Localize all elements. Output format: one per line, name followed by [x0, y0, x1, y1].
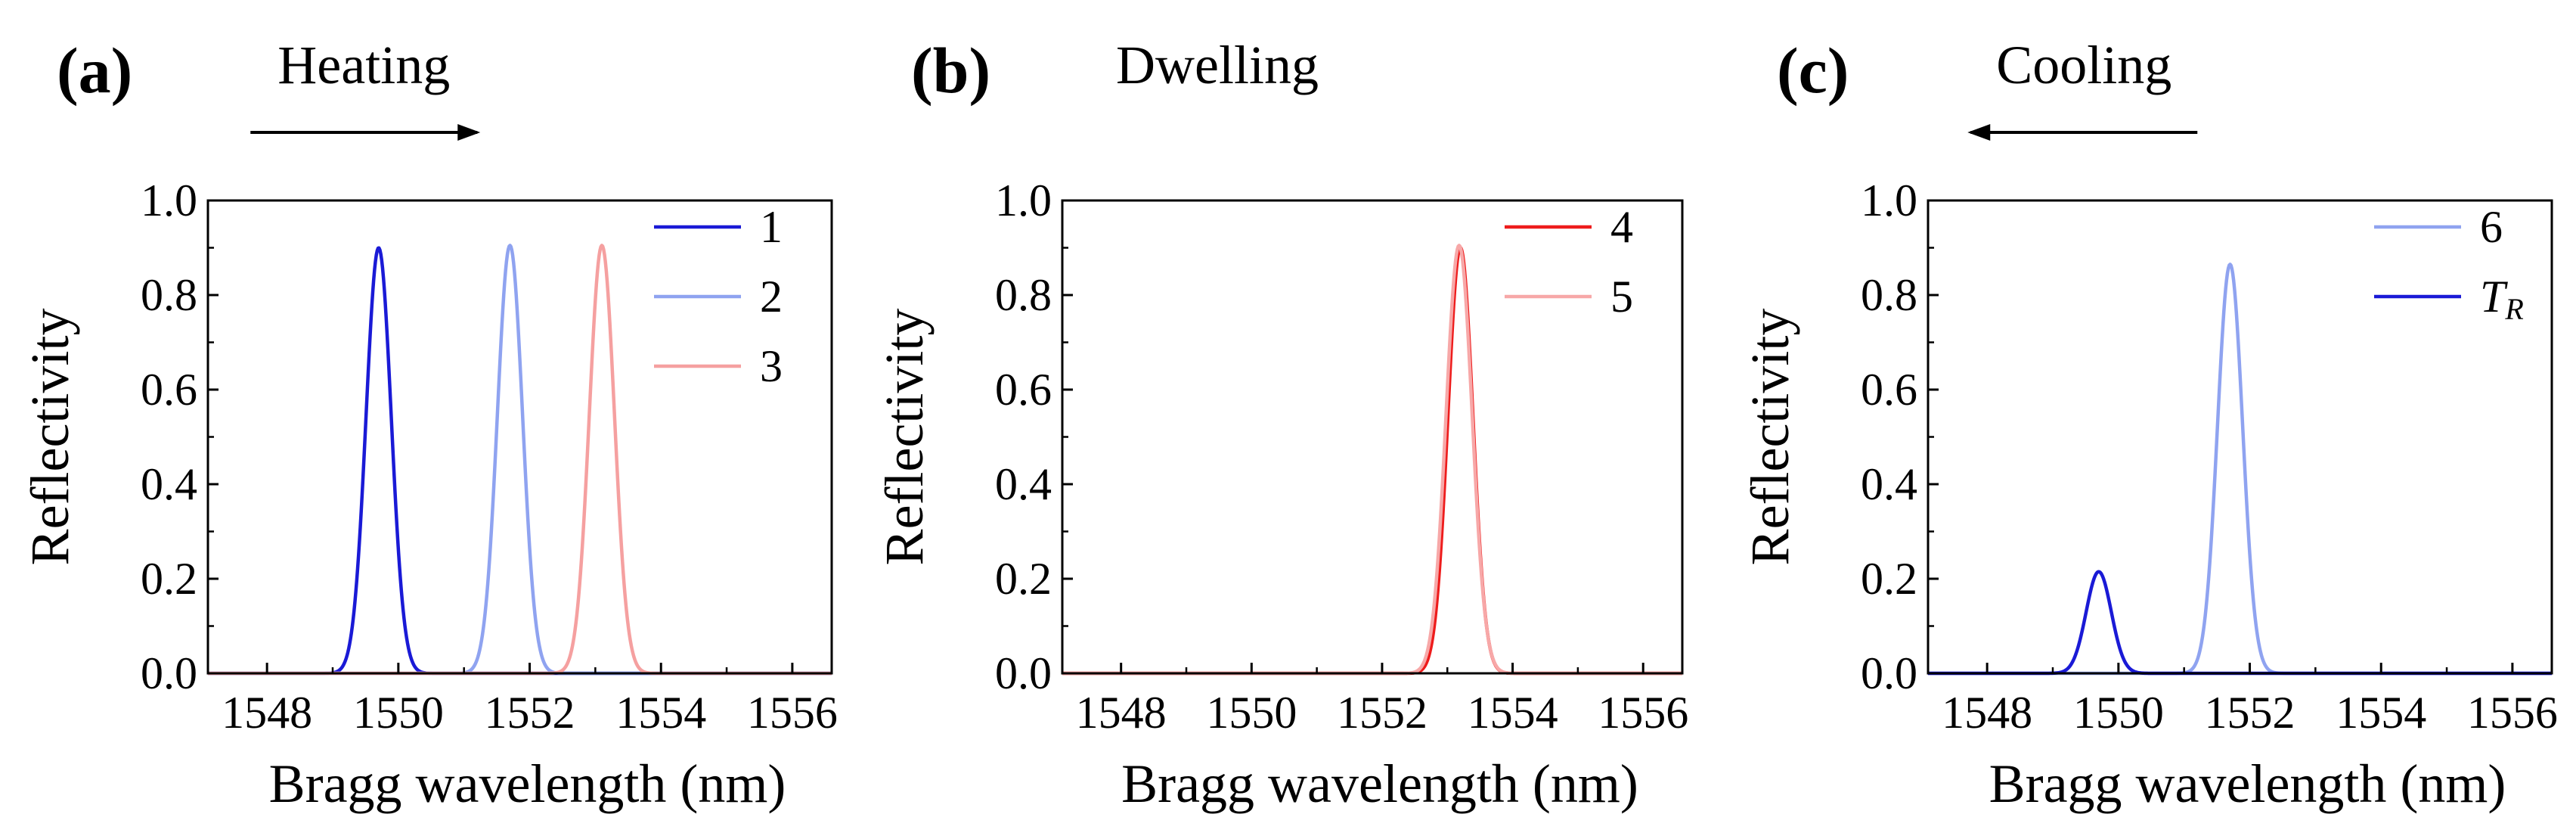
x-tick-label: 1548	[1942, 688, 2032, 738]
x-axis: 1548 1550 1552 1554 1556	[1942, 663, 2558, 738]
legend-label: 5	[1610, 272, 1633, 322]
y-axis: 0.0 0.2 0.4 0.6 0.8 1.0	[141, 176, 219, 698]
legend-label-subscript: R	[2504, 292, 2523, 326]
panel-heading: Cooling	[1996, 35, 2171, 95]
y-axis: 0.0 0.2 0.4 0.6 0.8 1.0	[1861, 176, 1939, 698]
y-tick-label: 1.0	[141, 176, 197, 225]
x-tick-label: 1556	[2467, 688, 2558, 738]
panel-label: (b)	[911, 34, 990, 107]
x-tick-label: 1552	[1337, 688, 1427, 738]
plot-frame	[1061, 199, 1684, 675]
legend: 6 TR	[2374, 202, 2524, 326]
chart-panel-c: (c) Cooling 0.0 0.2 0.4 0.6 0.8 1.0 1548 1550 1552…	[1740, 34, 2558, 814]
legend-label: 1	[760, 202, 783, 252]
y-axis-title: Reflectivity	[1740, 309, 1800, 566]
y-tick-label: 0.0	[995, 648, 1052, 698]
x-tick-label: 1550	[2073, 688, 2164, 738]
series-line-3	[206, 244, 833, 676]
x-tick-label: 1550	[353, 688, 444, 738]
legend: 45	[1505, 202, 1633, 322]
panel-heading: Dwelling	[1116, 35, 1319, 95]
y-axis-title: Reflectivity	[874, 309, 935, 566]
arrow-left-icon	[1967, 124, 2198, 141]
y-tick-label: 0.8	[995, 270, 1052, 320]
legend-label: 4	[1610, 202, 1633, 252]
plot-frame	[206, 199, 833, 675]
legend-item: 2	[654, 272, 783, 322]
series-line-tr	[1927, 570, 2553, 676]
series-line-5	[1061, 244, 1684, 676]
y-tick-label: 0.8	[141, 270, 197, 320]
legend-item: 4	[1505, 202, 1633, 252]
series-line-6	[1927, 263, 2553, 676]
panel-heading: Heating	[277, 35, 450, 95]
y-tick-label: 0.4	[995, 459, 1052, 509]
arrow-right-icon	[250, 124, 481, 141]
y-tick-label: 0.0	[141, 648, 197, 698]
legend-item: 3	[654, 341, 783, 391]
x-tick-label: 1548	[222, 688, 312, 738]
x-axis-title: Bragg wavelength (nm)	[269, 754, 786, 814]
x-tick-label: 1552	[2205, 688, 2295, 738]
y-tick-label: 1.0	[995, 176, 1052, 225]
x-tick-label: 1556	[747, 688, 838, 738]
chart-panel-b: (b) Dwelling 0.0 0.2 0.4 0.6 0.8 1.0 1548 1550 155…	[874, 34, 1688, 814]
y-tick-label: 0.6	[995, 365, 1052, 415]
series-lines	[1927, 263, 2553, 676]
plot-frame	[1927, 199, 2553, 675]
x-tick-label: 1554	[615, 688, 706, 738]
y-axis: 0.0 0.2 0.4 0.6 0.8 1.0	[995, 176, 1073, 698]
panel-label: (a)	[57, 34, 132, 107]
x-axis-title: Bragg wavelength (nm)	[1989, 754, 2506, 814]
legend: 1 2 3	[654, 202, 783, 391]
y-tick-label: 0.6	[141, 365, 197, 415]
legend-label-main: T	[2480, 272, 2508, 322]
y-tick-label: 1.0	[1861, 176, 1917, 225]
x-tick-label: 1554	[2336, 688, 2426, 738]
chart-panel-a: (a) Heating 0.0 0.2 0.4 0.6 0.8 1.0 1548 1550 1552…	[20, 34, 838, 814]
legend-label: TR	[2480, 272, 2524, 326]
legend-label: 2	[760, 272, 783, 322]
y-tick-label: 0.2	[1861, 554, 1917, 604]
legend-label: 6	[2480, 202, 2503, 252]
x-tick-label: 1548	[1076, 688, 1167, 738]
x-tick-label: 1556	[1598, 688, 1688, 738]
series-lines	[1061, 244, 1684, 676]
x-tick-label: 1554	[1468, 688, 1558, 738]
legend-item: TR	[2374, 272, 2524, 326]
y-tick-label: 0.0	[1861, 648, 1917, 698]
y-tick-label: 0.6	[1861, 365, 1917, 415]
legend-label: 3	[760, 341, 783, 391]
x-tick-label: 1552	[485, 688, 575, 738]
y-tick-label: 0.2	[995, 554, 1052, 604]
legend-item: 1	[654, 202, 783, 252]
legend-item: 5	[1505, 272, 1633, 322]
series-line-1	[206, 246, 833, 676]
arrow-head	[457, 124, 481, 141]
y-tick-label: 0.8	[1861, 270, 1917, 320]
arrow-head	[1967, 124, 1991, 141]
panel-label: (c)	[1777, 34, 1849, 107]
y-tick-label: 0.2	[141, 554, 197, 604]
series-lines	[206, 244, 833, 676]
x-axis-title: Bragg wavelength (nm)	[1121, 754, 1638, 814]
y-tick-label: 0.4	[1861, 459, 1917, 509]
x-axis: 1548 1550 1552 1554 1556	[222, 663, 838, 738]
x-axis: 1548 1550 1552 1554 1556	[1076, 663, 1688, 738]
series-line-4	[1061, 246, 1684, 676]
x-tick-label: 1550	[1206, 688, 1297, 738]
legend-item: 6	[2374, 202, 2503, 252]
series-line-2	[206, 244, 833, 676]
y-tick-label: 0.4	[141, 459, 197, 509]
y-axis-title: Reflectivity	[20, 309, 80, 566]
